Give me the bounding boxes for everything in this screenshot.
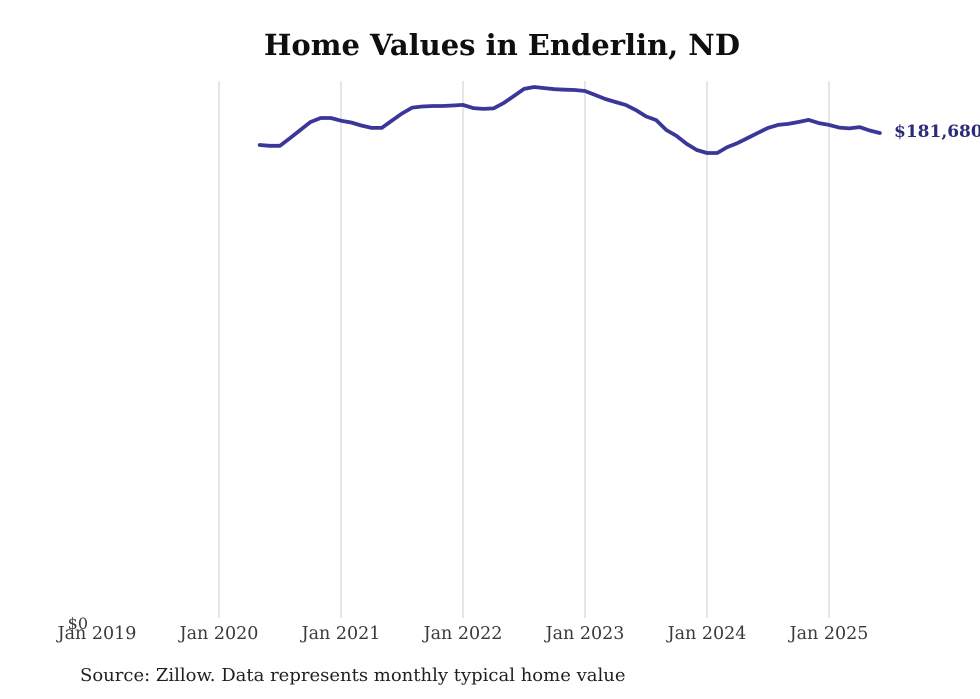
x-axis-label-jan-2020: Jan 2020 — [179, 624, 259, 644]
chart-title: Home Values in Enderlin, ND — [264, 28, 740, 62]
home-value-trend-line — [257, 85, 882, 155]
x-axis-label-jan-2019: Jan 2019 — [57, 624, 137, 644]
year-gridlines — [218, 81, 830, 618]
series-end-value-label: $181,680 — [894, 122, 980, 142]
source-note: Source: Zillow. Data represents monthly … — [80, 665, 626, 686]
x-axis-label-jan-2024: Jan 2024 — [667, 624, 747, 644]
x-axis-label-jan-2023: Jan 2023 — [545, 624, 625, 644]
x-axis-label-jan-2025: Jan 2025 — [789, 624, 869, 644]
x-axis-label-jan-2021: Jan 2021 — [301, 624, 381, 644]
x-axis-label-jan-2022: Jan 2022 — [423, 624, 503, 644]
y-axis-zero-label: $0 — [67, 614, 88, 633]
